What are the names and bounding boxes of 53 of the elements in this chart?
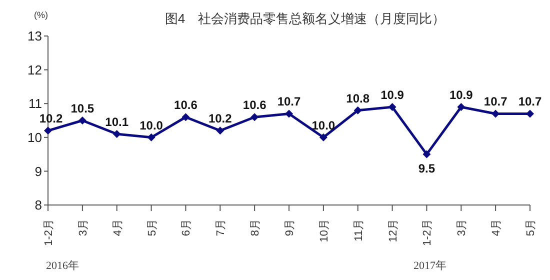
point: [319, 133, 328, 142]
data-label: 10.7: [518, 94, 542, 109]
text: 2016年: [46, 259, 79, 273]
data-label: 10.5: [70, 102, 94, 116]
point: [112, 130, 121, 138]
data-label: 10.6: [242, 98, 267, 112]
x-tick-label: 6月: [180, 219, 193, 236]
data-label: 10.0: [140, 118, 164, 132]
x-tick-label: 9月: [284, 219, 296, 236]
x-tick-label: 7月: [215, 219, 228, 236]
y-tick-label: 12: [28, 62, 42, 78]
data-label: 10.1: [105, 115, 129, 130]
data-label: 10.0: [312, 118, 336, 132]
x-tick-label: 1-2月: [422, 219, 434, 246]
point: [285, 110, 293, 118]
point: [182, 113, 190, 122]
x-tick-label: 5月: [146, 219, 158, 236]
y-tick-label: 13: [28, 28, 42, 44]
point: [354, 106, 362, 114]
x-tick-label: 8月: [250, 219, 262, 236]
data-label: 10.7: [277, 94, 301, 109]
y-axis-title: (%): [34, 10, 48, 20]
point: [526, 110, 534, 118]
point: [78, 116, 86, 124]
x-tick-label: 12月: [387, 219, 400, 242]
point: [44, 126, 52, 135]
point: [388, 102, 396, 111]
x-tick-label: 11月: [352, 219, 365, 242]
x-tick-label: 4月: [490, 219, 503, 236]
x-tick-label: 3月: [77, 219, 90, 236]
y-tick-label: 9: [34, 164, 42, 179]
x-tick-label: 3月: [456, 219, 468, 236]
chart-title: 图4 社会消费品零售总额名义增速（月度同比）: [164, 11, 446, 26]
point: [250, 113, 259, 122]
x-tick-label: 5月: [525, 219, 537, 236]
point: [147, 133, 156, 142]
text: 2017年: [414, 259, 447, 273]
data-label: 10.7: [484, 94, 508, 109]
point: [422, 150, 431, 158]
y-tick-label: 8: [34, 198, 42, 213]
data-label: 10.9: [449, 88, 474, 102]
data-label: 10.6: [174, 98, 198, 112]
x-tick-label: 4月: [112, 219, 124, 236]
data-label: 10.2: [208, 112, 232, 126]
data-label: 9.5: [418, 161, 436, 176]
y-tick-label: 11: [28, 96, 42, 112]
data-label: 10.9: [380, 88, 404, 102]
x-tick-label: 10月: [318, 219, 330, 242]
y-tick-label: 10: [28, 130, 42, 146]
point: [216, 126, 224, 135]
x-tick-label: 1-2月: [43, 219, 55, 246]
point: [457, 102, 466, 111]
data-label: 10.8: [346, 91, 370, 106]
